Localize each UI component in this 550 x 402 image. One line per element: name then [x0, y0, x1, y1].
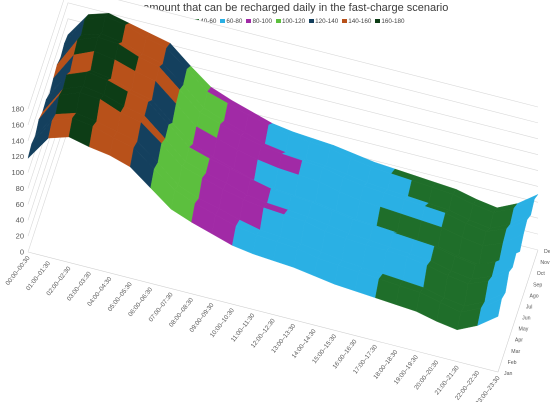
legend-swatch [246, 18, 251, 23]
z-tick-label: 180 [11, 105, 24, 114]
y-tick-label: Oct [537, 271, 546, 277]
surface-cell [55, 92, 81, 115]
z-gridline [27, 2, 539, 125]
x-tick-label: 21:00–21:30 [434, 364, 461, 396]
y-tick-label: Dec [544, 249, 550, 255]
y-tick-label: Sep [533, 282, 542, 288]
y-tick-label: Mar [511, 349, 520, 355]
chart-title: EV cars amount that can be recharged dai… [101, 2, 449, 14]
x-tick-label: 23:00–23:30 [474, 375, 501, 402]
legend-label: 140-160 [348, 18, 372, 25]
x-tick-label: 08:00–08:30 [168, 296, 195, 328]
legend-label: 160-180 [381, 18, 405, 25]
legend-label: 40-60 [200, 18, 217, 25]
legend-item-8: 160-180 [375, 18, 404, 25]
x-tick-label: 20:00–20:30 [413, 359, 440, 391]
x-tick-label: 10:00–10:30 [209, 307, 236, 339]
x-tick-label: 22:00–22:30 [454, 369, 481, 401]
x-tick-label: 19:00–19:30 [393, 354, 420, 386]
legend-label: 120-140 [315, 18, 339, 25]
y-tick-label: Jan [504, 371, 512, 377]
z-tick-label: 0 [20, 248, 24, 257]
surface-cell [48, 117, 73, 139]
y-axis: Jan Feb Mar Apr May Jun Jul Ago Sep Oct Nov Dec [504, 249, 550, 377]
z-axis: 0 20 40 60 80 100 120 140 160 180 [11, 105, 24, 257]
legend-label: 80-100 [252, 18, 273, 25]
surface-plot [27, 13, 539, 331]
y-tick-label: May [519, 327, 529, 333]
x-tick-label: 16:00–16:30 [331, 338, 358, 370]
y-tick-label: Ago [529, 293, 538, 299]
z-tick-label: 60 [16, 200, 24, 209]
legend-item-5: 100-120 [276, 18, 305, 25]
x-tick-label: 17:00–17:30 [352, 343, 379, 375]
x-tick-label: 02:00–02:30 [45, 265, 72, 297]
x-tick-label: 04:00–04:30 [86, 275, 113, 307]
y-tick-label: Nov [540, 260, 550, 266]
z-gridline [27, 18, 539, 141]
surface-cell [80, 16, 106, 36]
x-tick-label: 03:00–03:30 [66, 270, 93, 302]
z-tick-label: 160 [11, 120, 24, 129]
legend-label: 100-120 [282, 18, 306, 25]
z-gridline [27, 0, 539, 110]
x-tick-label: 09:00–09:30 [188, 301, 215, 333]
x-tick-label: 06:00–06:30 [127, 286, 154, 318]
x-tick-label: 15:00–15:30 [311, 333, 338, 365]
legend-swatch [375, 18, 380, 23]
x-tick-label: 18:00–18:30 [372, 348, 399, 380]
legend-item-4: 80-100 [246, 18, 272, 25]
x-tick-label: 01:00–01:30 [25, 260, 52, 292]
x-tick-label: 13:00–13:30 [270, 322, 297, 354]
legend-label: 60-80 [226, 18, 243, 25]
x-tick-label: 11:00–11:30 [230, 312, 257, 344]
z-tick-label: 80 [16, 184, 24, 193]
y-tick-label: Feb [508, 360, 517, 366]
y-tick-label: Jul [526, 304, 533, 310]
x-tick-label: 00:00–00:30 [4, 255, 31, 287]
legend-item-3: 60-80 [220, 18, 242, 25]
legend-item-7: 140-160 [342, 18, 371, 25]
legend-swatch [309, 18, 314, 23]
legend-swatch [342, 18, 347, 23]
legend-swatch [276, 18, 281, 23]
surface-cell [477, 298, 502, 326]
x-tick-label: 05:00–05:30 [107, 281, 134, 313]
y-tick-label: Jun [522, 316, 530, 322]
x-tick-label: 12:00–12:30 [250, 317, 277, 349]
z-tick-label: 20 [16, 232, 24, 241]
z-tick-label: 140 [11, 136, 24, 145]
floor-edge [27, 249, 539, 373]
z-tick-label: 120 [11, 152, 24, 161]
legend-item-6: 120-140 [309, 18, 338, 25]
x-tick-label: 07:00–07:30 [148, 291, 175, 323]
z-tick-label: 40 [16, 216, 24, 225]
y-tick-label: Apr [515, 338, 523, 344]
legend-swatch [220, 18, 225, 23]
z-tick-label: 100 [11, 168, 24, 177]
x-tick-label: 14:00–14:30 [291, 328, 318, 360]
